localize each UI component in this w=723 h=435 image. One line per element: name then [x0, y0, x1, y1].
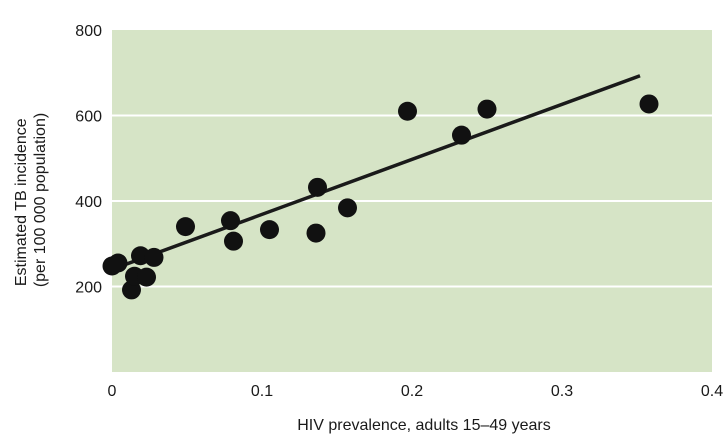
- y-tick-label: 400: [75, 194, 102, 211]
- data-point: [452, 125, 471, 145]
- data-point: [639, 94, 659, 114]
- data-point: [176, 217, 195, 237]
- y-axis-ticks: 200 400 600 800: [75, 23, 102, 297]
- y-tick-label: 800: [75, 23, 102, 40]
- y-tick-label: 600: [75, 109, 102, 126]
- x-axis-title: HIV prevalence, adults 15–49 years: [297, 417, 550, 434]
- x-tick-label: 0: [108, 383, 117, 400]
- data-point: [224, 231, 243, 251]
- data-point: [144, 247, 164, 267]
- data-point: [398, 101, 417, 121]
- data-point: [308, 177, 327, 197]
- x-axis-ticks: 0 0.1 0.2 0.3 0.4: [108, 383, 723, 400]
- y-axis-title-line-1: Estimated TB incidence: [13, 118, 30, 286]
- x-tick-label: 0.3: [551, 383, 573, 400]
- trend-line: [111, 74, 641, 272]
- y-axis-title: Estimated TB incidence (per 100 000 popu…: [13, 113, 49, 287]
- y-axis-title-line-2: (per 100 000 population): [32, 113, 49, 287]
- x-tick-label: 0.1: [251, 383, 273, 400]
- x-tick-label: 0.2: [401, 383, 423, 400]
- data-point: [137, 267, 156, 287]
- data-point: [338, 198, 357, 218]
- data-point: [260, 220, 279, 240]
- x-tick-label: 0.4: [701, 383, 723, 400]
- y-tick-label: 200: [75, 280, 102, 297]
- data-points: [102, 94, 659, 300]
- data-point: [108, 253, 128, 273]
- data-point: [306, 223, 326, 243]
- data-point: [477, 99, 497, 119]
- data-point: [221, 211, 240, 231]
